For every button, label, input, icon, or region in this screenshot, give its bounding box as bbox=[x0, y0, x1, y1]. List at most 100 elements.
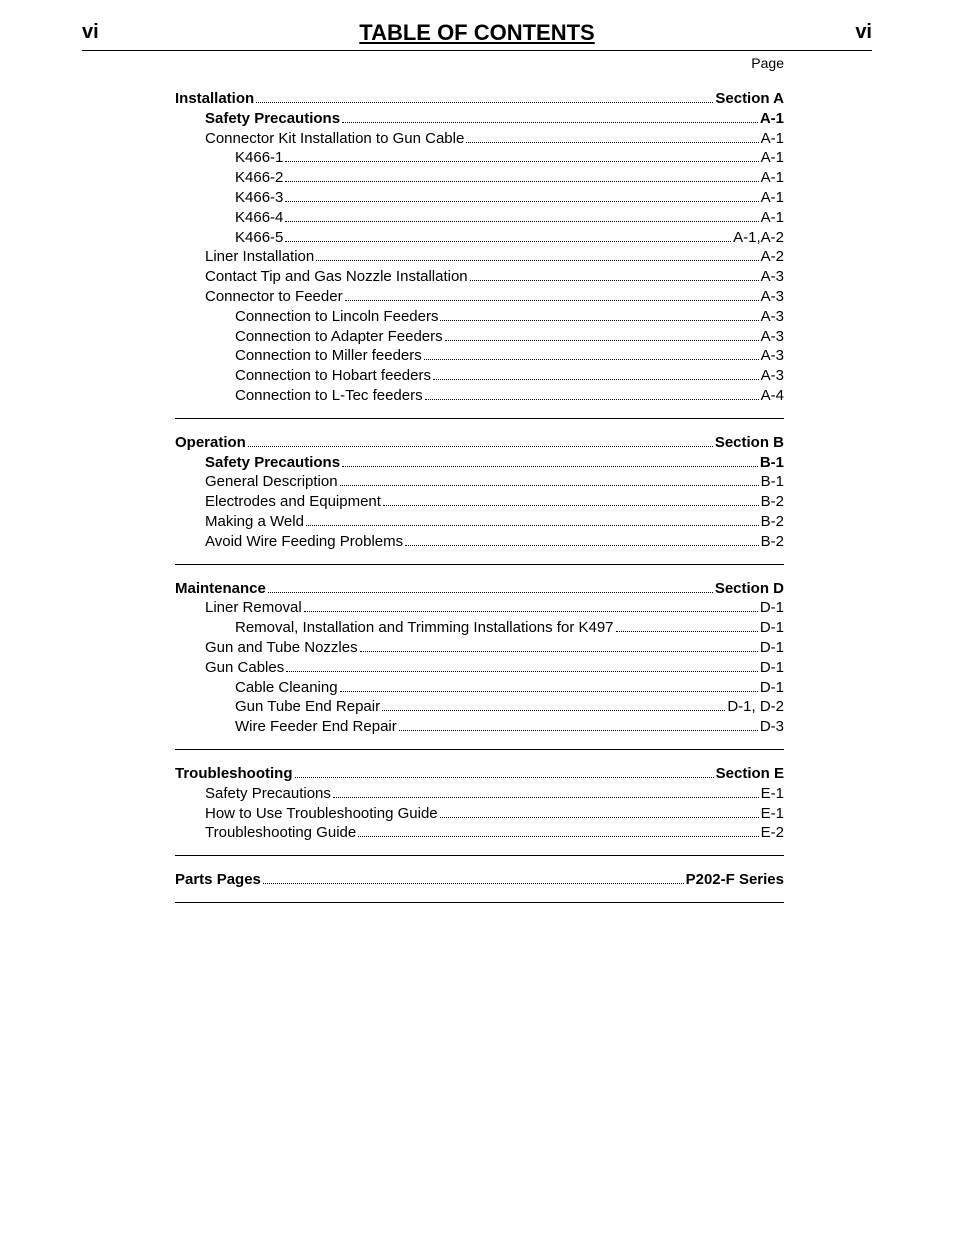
toc-dot-leader bbox=[440, 320, 758, 321]
toc-dot-leader bbox=[286, 671, 758, 672]
toc-dot-leader bbox=[425, 399, 759, 400]
toc-entry-label: Maintenance bbox=[175, 579, 266, 599]
toc-entry: K466-5 A-1,A-2 bbox=[175, 228, 784, 248]
toc-entry-page: D-1 bbox=[760, 638, 784, 658]
toc-dot-leader bbox=[263, 883, 684, 884]
toc-entry: Gun and Tube NozzlesD-1 bbox=[175, 638, 784, 658]
toc-entry-label: Liner Installation bbox=[205, 247, 314, 267]
toc-dot-leader bbox=[306, 525, 759, 526]
toc-entry: Avoid Wire Feeding Problems B-2 bbox=[175, 532, 784, 552]
toc-entry: Connection to Miller feedersA-3 bbox=[175, 346, 784, 366]
toc-dot-leader bbox=[383, 505, 759, 506]
section-separator bbox=[175, 855, 784, 856]
toc-entry: Safety PrecautionsE-1 bbox=[175, 784, 784, 804]
toc-entry-label: How to Use Troubleshooting Guide bbox=[205, 804, 438, 824]
toc-dot-leader bbox=[445, 340, 759, 341]
toc-entry-label: Operation bbox=[175, 433, 246, 453]
header-rule bbox=[82, 50, 872, 51]
page-number-left: vi bbox=[82, 21, 99, 48]
toc-entry-label: Connection to L-Tec feeders bbox=[235, 386, 423, 406]
toc-entry-page: B-2 bbox=[761, 532, 784, 552]
toc-entry: Troubleshooting Guide E-2 bbox=[175, 823, 784, 843]
toc-entry-page: D-1 bbox=[760, 678, 784, 698]
toc-entry-label: Gun Tube End Repair bbox=[235, 697, 380, 717]
toc-entry-page: A-3 bbox=[761, 366, 784, 386]
section-separator bbox=[175, 564, 784, 565]
toc-entry: K466-1A-1 bbox=[175, 148, 784, 168]
toc-entry-page: A-1 bbox=[761, 208, 784, 228]
toc-dot-leader bbox=[256, 102, 713, 103]
toc-dot-leader bbox=[333, 797, 759, 798]
toc-entry-page: A-1 bbox=[761, 129, 784, 149]
toc-entry-page: D-1 bbox=[760, 658, 784, 678]
toc-entry: Operation Section B bbox=[175, 433, 784, 453]
toc-entry-page: A-1 bbox=[761, 188, 784, 208]
toc-entry: Contact Tip and Gas Nozzle InstallationA… bbox=[175, 267, 784, 287]
toc-dot-leader bbox=[316, 260, 758, 261]
toc-content: InstallationSection ASafety PrecautionsA… bbox=[175, 89, 784, 903]
toc-entry: Gun CablesD-1 bbox=[175, 658, 784, 678]
toc-entry-label: K466-5 bbox=[235, 228, 283, 248]
page-title: TABLE OF CONTENTS bbox=[99, 20, 856, 48]
toc-entry: Removal, Installation and Trimming Insta… bbox=[175, 618, 784, 638]
toc-entry: Cable CleaningD-1 bbox=[175, 678, 784, 698]
toc-entry-label: K466-2 bbox=[235, 168, 283, 188]
toc-entry-label: Safety Precautions bbox=[205, 453, 340, 473]
page-number-right: vi bbox=[855, 21, 872, 48]
toc-entry-label: Troubleshooting bbox=[175, 764, 293, 784]
toc-entry-label: Wire Feeder End Repair bbox=[235, 717, 397, 737]
toc-entry-label: Electrodes and Equipment bbox=[205, 492, 381, 512]
section-separator bbox=[175, 749, 784, 750]
toc-entry: Parts PagesP202-F Series bbox=[175, 870, 784, 890]
toc-dot-leader bbox=[285, 201, 758, 202]
toc-dot-leader bbox=[440, 817, 759, 818]
toc-entry: Troubleshooting Section E bbox=[175, 764, 784, 784]
toc-entry-page: D-1 bbox=[760, 618, 784, 638]
toc-entry-page: E-2 bbox=[761, 823, 784, 843]
toc-entry-label: Making a Weld bbox=[205, 512, 304, 532]
toc-entry-label: Connection to Adapter Feeders bbox=[235, 327, 443, 347]
toc-entry-page: Section D bbox=[715, 579, 784, 599]
toc-entry-label: Liner Removal bbox=[205, 598, 302, 618]
toc-entry-page: D-1 bbox=[760, 598, 784, 618]
toc-dot-leader bbox=[466, 142, 758, 143]
toc-entry: Safety Precautions B-1 bbox=[175, 453, 784, 473]
toc-entry: Connection to Adapter Feeders A-3 bbox=[175, 327, 784, 347]
toc-entry: Connector Kit Installation to Gun CableA… bbox=[175, 129, 784, 149]
toc-entry-page: Section E bbox=[716, 764, 784, 784]
toc-entry: Wire Feeder End RepairD-3 bbox=[175, 717, 784, 737]
toc-entry: K466-2A-1 bbox=[175, 168, 784, 188]
toc-entry: Connection to Lincoln FeedersA-3 bbox=[175, 307, 784, 327]
toc-dot-leader bbox=[340, 485, 759, 486]
section-separator bbox=[175, 418, 784, 419]
toc-entry-label: Connection to Hobart feeders bbox=[235, 366, 431, 386]
toc-entry: Liner InstallationA-2 bbox=[175, 247, 784, 267]
toc-dot-leader bbox=[340, 691, 758, 692]
toc-entry-page: A-3 bbox=[761, 267, 784, 287]
toc-dot-leader bbox=[304, 611, 758, 612]
toc-entry-page: B-2 bbox=[761, 492, 784, 512]
toc-dot-leader bbox=[470, 280, 759, 281]
toc-entry-label: Connection to Lincoln Feeders bbox=[235, 307, 438, 327]
toc-dot-leader bbox=[382, 710, 725, 711]
toc-entry: K466-4A-1 bbox=[175, 208, 784, 228]
toc-entry-page: B-2 bbox=[761, 512, 784, 532]
toc-entry-label: Troubleshooting Guide bbox=[205, 823, 356, 843]
toc-entry-page: B-1 bbox=[760, 453, 784, 473]
page-column-label: Page bbox=[0, 55, 784, 71]
section-separator bbox=[175, 902, 784, 903]
toc-entry-page: E-1 bbox=[761, 804, 784, 824]
toc-entry-page: A-1,A-2 bbox=[733, 228, 784, 248]
toc-entry-page: Section B bbox=[715, 433, 784, 453]
toc-dot-leader bbox=[268, 592, 713, 593]
toc-dot-leader bbox=[399, 730, 758, 731]
toc-dot-leader bbox=[358, 836, 758, 837]
toc-entry: Connection to L-Tec feeders A-4 bbox=[175, 386, 784, 406]
toc-entry-page: P202-F Series bbox=[686, 870, 784, 890]
toc-dot-leader bbox=[424, 359, 759, 360]
toc-entry-label: Installation bbox=[175, 89, 254, 109]
toc-entry-label: Avoid Wire Feeding Problems bbox=[205, 532, 403, 552]
toc-entry-page: A-3 bbox=[761, 327, 784, 347]
toc-entry-page: A-1 bbox=[761, 148, 784, 168]
toc-entry-page: A-4 bbox=[761, 386, 784, 406]
